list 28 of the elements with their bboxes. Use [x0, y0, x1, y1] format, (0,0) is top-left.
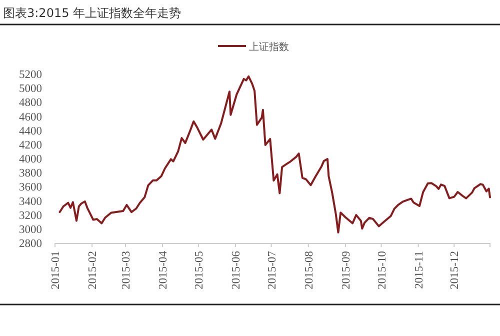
x-tick-label: 2015-06	[230, 250, 242, 290]
y-tick-label: 3800	[19, 168, 42, 180]
y-tick-label: 4600	[19, 111, 42, 124]
x-tick-label: 2015-05	[193, 250, 206, 290]
x-tick-label: 2015-03	[120, 250, 133, 290]
y-tick-label: 4000	[19, 154, 42, 166]
x-tick-label: 2015-12	[449, 250, 462, 290]
y-tick-label: 4200	[19, 139, 42, 152]
x-tick-label: 2015-10	[376, 250, 388, 290]
x-tick-label: 2015-09	[340, 250, 352, 290]
x-tick-label: 2015-07	[266, 250, 278, 290]
y-tick-label: 5200	[19, 69, 42, 81]
line-series	[58, 75, 491, 234]
y-tick-label: 4400	[19, 125, 42, 138]
x-tick-label: 2015-11	[413, 250, 426, 289]
y-tick-label: 5000	[19, 83, 42, 96]
x-tick-label: 2015-01	[50, 250, 62, 290]
y-tick-label: 3000	[19, 224, 42, 236]
y-tick-label: 4800	[19, 97, 42, 110]
x-tick-label: 2015-04	[158, 250, 170, 290]
y-tick-label: 2800	[19, 238, 42, 250]
y-tick-label: 3400	[19, 196, 42, 208]
chart-title: 图表3:2015 年上证指数全年走势	[3, 6, 182, 20]
x-tick-label: 2015-08	[303, 250, 316, 290]
legend-label: 上证指数	[249, 41, 289, 53]
y-tick-label: 3600	[19, 182, 42, 194]
y-tick-label: 3200	[19, 210, 42, 222]
x-tick-label: 2015-02	[87, 250, 100, 290]
